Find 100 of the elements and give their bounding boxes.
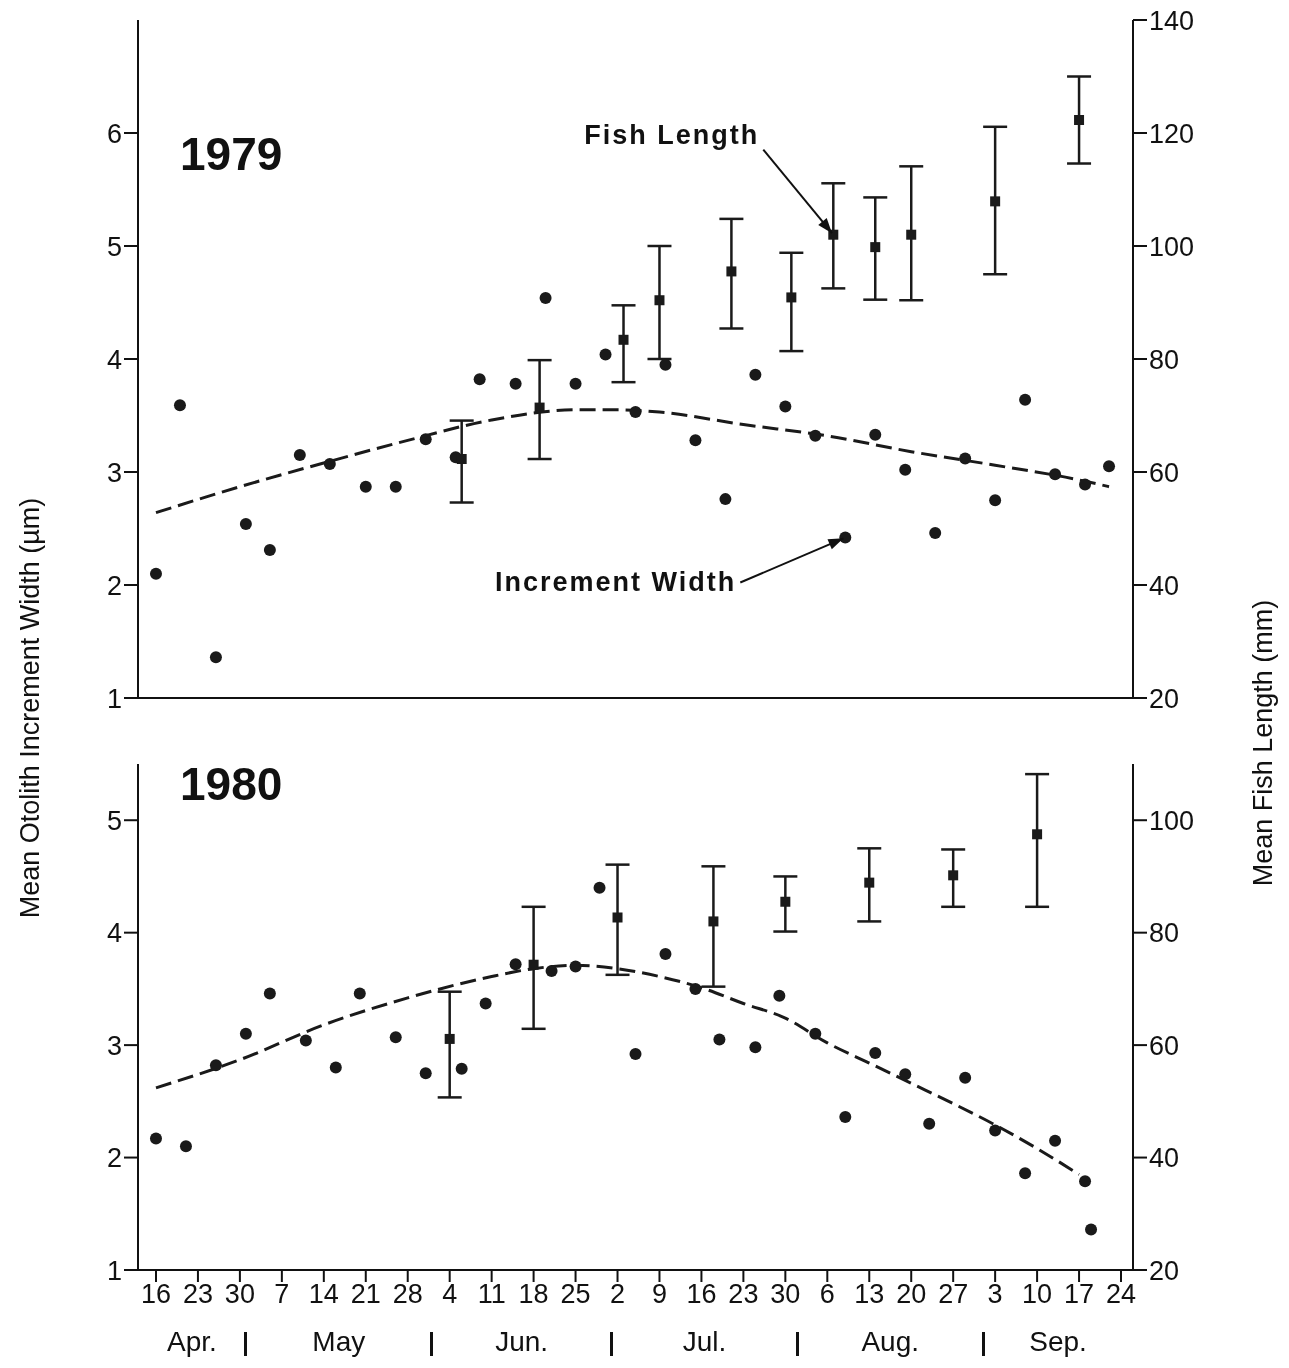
y-tick-label: 4	[106, 344, 122, 375]
x-tick-label: 10	[1022, 1279, 1053, 1310]
point	[864, 877, 875, 888]
point	[239, 1027, 252, 1040]
point	[659, 948, 672, 961]
point	[479, 997, 492, 1010]
point	[869, 428, 882, 441]
x-tick-label: 16	[140, 1279, 172, 1310]
x-tick-label: 16	[686, 1279, 717, 1310]
point	[948, 870, 959, 881]
x-tick-label: 25	[560, 1279, 591, 1310]
y-tick-label: 4	[106, 918, 122, 949]
chart-title: 1980	[180, 758, 283, 810]
point	[509, 958, 522, 971]
x-tick-label: 17	[1064, 1279, 1095, 1310]
point	[612, 912, 623, 923]
point	[149, 1132, 162, 1145]
x-tick-label: 18	[518, 1279, 549, 1310]
text: Aug.	[860, 1326, 921, 1358]
y2-tick-label: 60	[1149, 457, 1180, 488]
y-tick-label: 6	[106, 118, 122, 149]
x-tick-label: 9	[651, 1279, 667, 1310]
y2-tick-label: 120	[1149, 118, 1195, 149]
text: May	[311, 1326, 367, 1358]
x-tick-label: 4	[442, 1279, 458, 1310]
point	[629, 406, 642, 419]
annotation: Increment Width	[495, 566, 737, 597]
point	[839, 1111, 852, 1124]
point	[989, 494, 1002, 507]
point	[389, 1031, 402, 1044]
point	[899, 1068, 912, 1081]
point	[149, 567, 162, 580]
x-tick-label: 20	[896, 1279, 927, 1310]
y-tick-label: 1	[106, 683, 122, 714]
point	[534, 402, 545, 413]
point	[689, 434, 702, 447]
point	[329, 1061, 342, 1074]
point	[545, 964, 558, 977]
point	[923, 1117, 936, 1130]
point	[1019, 393, 1032, 406]
y2-tick-label: 20	[1149, 683, 1180, 714]
point	[593, 881, 606, 894]
point	[569, 960, 582, 973]
point	[708, 916, 719, 927]
x-tick-label: 13	[854, 1279, 885, 1310]
y-tick-label: 1	[106, 1255, 122, 1286]
point	[959, 1071, 972, 1084]
y2-tick-label: 100	[1149, 805, 1195, 836]
point	[209, 1059, 222, 1072]
text: Apr.	[166, 1326, 218, 1358]
point	[809, 1027, 822, 1040]
point	[618, 334, 629, 345]
x-tick-label: 21	[350, 1279, 381, 1310]
point	[209, 651, 222, 664]
point	[1085, 1223, 1098, 1236]
point	[263, 543, 276, 556]
y2-tick-label: 60	[1149, 1030, 1180, 1061]
point	[389, 480, 402, 493]
y-tick-label: 5	[106, 231, 122, 262]
x-tick-label: 7	[274, 1279, 290, 1310]
y-tick-label: 3	[106, 457, 122, 488]
x-tick-label: 6	[819, 1279, 835, 1310]
point	[1079, 1175, 1092, 1188]
y2-tick-label: 20	[1149, 1255, 1180, 1286]
point	[1103, 460, 1116, 473]
text: Jul.	[681, 1326, 728, 1358]
point	[359, 480, 372, 493]
point	[293, 449, 306, 462]
point	[569, 377, 582, 390]
x-tick-label: 2	[610, 1279, 626, 1310]
y-tick-label: 5	[106, 805, 122, 836]
point	[419, 1067, 432, 1080]
point	[773, 989, 786, 1002]
point	[1049, 468, 1062, 481]
point	[719, 493, 732, 506]
x-tick-label: 27	[938, 1279, 969, 1310]
x-tick-label: 3	[987, 1279, 1003, 1310]
point	[713, 1033, 726, 1046]
text: Jun.	[494, 1326, 550, 1358]
x-tick-label: 24	[1105, 1279, 1137, 1310]
x-tick-label: 11	[477, 1279, 506, 1310]
point	[456, 454, 467, 465]
y2-tick-label: 140	[1149, 5, 1195, 36]
x-tick-label: 30	[770, 1279, 801, 1310]
point	[786, 292, 797, 303]
point	[353, 987, 366, 1000]
point	[173, 399, 186, 412]
point	[239, 517, 252, 530]
point	[828, 229, 839, 240]
point	[444, 1033, 455, 1044]
point	[629, 1048, 642, 1061]
point	[899, 463, 912, 476]
point	[179, 1140, 192, 1153]
x-tick-label: 30	[224, 1279, 255, 1310]
point	[870, 242, 881, 253]
y2-tick-label: 100	[1149, 231, 1195, 262]
x-tick-label: 23	[182, 1279, 213, 1310]
point	[1019, 1167, 1032, 1180]
point	[689, 982, 702, 995]
y2-tick-label: 40	[1149, 570, 1180, 601]
